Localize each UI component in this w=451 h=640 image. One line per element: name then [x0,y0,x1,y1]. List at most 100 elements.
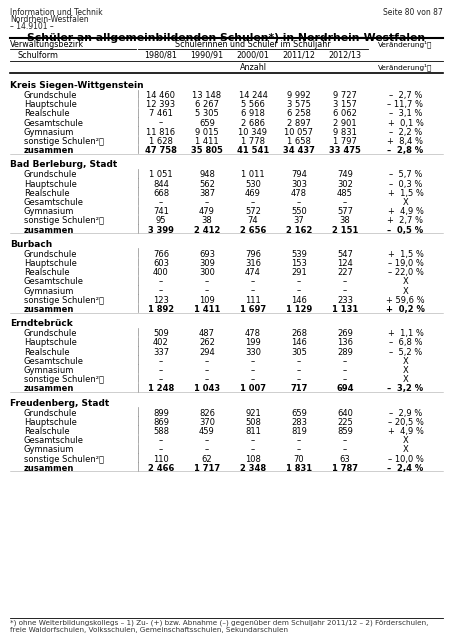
Text: zusammen: zusammen [24,305,74,314]
Text: 136: 136 [336,339,352,348]
Text: zusammen: zusammen [24,146,74,156]
Text: –: – [158,287,163,296]
Text: 7 461: 7 461 [149,109,173,118]
Text: Gesamtschule: Gesamtschule [24,118,84,127]
Text: 35 805: 35 805 [191,146,222,156]
Text: sonstige Schulen²⧣: sonstige Schulen²⧣ [24,216,104,225]
Text: 717: 717 [290,385,307,394]
Text: 3 399: 3 399 [148,226,174,235]
Text: 225: 225 [336,418,352,427]
Text: –: – [204,375,209,384]
Text: Hauptschule: Hauptschule [24,418,77,427]
Text: 1 697: 1 697 [239,305,266,314]
Text: 5 566: 5 566 [240,100,264,109]
Text: –: – [204,356,209,366]
Text: –: – [296,277,300,287]
Text: 487: 487 [198,329,215,338]
Text: –: – [250,277,254,287]
Text: –: – [250,198,254,207]
Text: 6 258: 6 258 [286,109,310,118]
Text: 659: 659 [198,118,215,127]
Text: Realschule: Realschule [24,189,69,198]
Text: 547: 547 [336,250,352,259]
Text: Nordrhein-Westfalen: Nordrhein-Westfalen [10,15,88,24]
Text: 1 043: 1 043 [193,385,220,394]
Text: 1 411: 1 411 [193,305,220,314]
Text: 2000/01: 2000/01 [236,51,269,60]
Text: 41 541: 41 541 [236,146,268,156]
Text: –: – [250,356,254,366]
Text: 95: 95 [156,216,166,225]
Text: 6 918: 6 918 [240,109,264,118]
Text: 6 267: 6 267 [194,100,219,109]
Text: 268: 268 [290,329,306,338]
Text: 1 787: 1 787 [331,464,357,473]
Text: 668: 668 [152,189,169,198]
Text: Erndtebrück: Erndtebrück [10,319,73,328]
Text: 74: 74 [247,216,258,225]
Text: 37: 37 [293,216,304,225]
Text: Verwaltungsbezirk: Verwaltungsbezirk [10,40,84,49]
Text: 9 015: 9 015 [195,128,218,137]
Text: –: – [296,445,300,454]
Text: –: – [204,366,209,375]
Text: 741: 741 [153,207,169,216]
Text: –: – [296,436,300,445]
Text: –  2,4 %: – 2,4 % [387,464,423,473]
Text: +  4,9 %: + 4,9 % [387,427,423,436]
Text: –: – [158,277,163,287]
Text: –  2,7 %: – 2,7 % [388,91,421,100]
Text: –: – [296,198,300,207]
Text: 2 162: 2 162 [285,226,312,235]
Text: –: – [296,356,300,366]
Text: 1 411: 1 411 [195,137,218,146]
Text: –  6,8 %: – 6,8 % [388,339,421,348]
Text: –: – [158,118,163,127]
Text: Realschule: Realschule [24,268,69,277]
Text: Grundschule: Grundschule [24,91,77,100]
Text: sonstige Schulen²⧣: sonstige Schulen²⧣ [24,454,104,463]
Text: Veränderung¹⧣: Veränderung¹⧣ [377,63,432,70]
Text: –: – [204,445,209,454]
Text: +  2,7 %: + 2,7 % [387,216,423,225]
Text: 844: 844 [153,180,169,189]
Text: *) ohne Weiterbildungskollegs – 1) Zu- (+) bzw. Abnahme (–) gegenüber dem Schulj: *) ohne Weiterbildungskollegs – 1) Zu- (… [10,620,428,627]
Text: Gymnasium: Gymnasium [24,445,74,454]
Text: –  5,2 %: – 5,2 % [388,348,421,356]
Text: –: – [204,436,209,445]
Text: X: X [402,366,407,375]
Text: +  8,4 %: + 8,4 % [387,137,423,146]
Text: 38: 38 [201,216,212,225]
Text: 110: 110 [153,454,169,463]
Text: – 19,0 %: – 19,0 % [387,259,423,268]
Text: Schüler an allgemeinbildenden Schulen*) in Nordrhein-Westfalen: Schüler an allgemeinbildenden Schulen*) … [28,33,425,43]
Text: +  4,9 %: + 4,9 % [387,207,423,216]
Text: –: – [342,287,346,296]
Text: 562: 562 [198,180,215,189]
Text: 2012/13: 2012/13 [328,51,361,60]
Text: –: – [296,366,300,375]
Text: 123: 123 [153,296,169,305]
Text: 9 831: 9 831 [332,128,356,137]
Text: –  2,9 %: – 2,9 % [388,408,421,417]
Text: 146: 146 [290,339,306,348]
Text: zusammen: zusammen [24,464,74,473]
Text: 5 305: 5 305 [195,109,218,118]
Text: 2 412: 2 412 [193,226,220,235]
Text: 330: 330 [244,348,260,356]
Text: 47 758: 47 758 [145,146,176,156]
Text: 749: 749 [336,170,352,179]
Text: –  5,7 %: – 5,7 % [388,170,421,179]
Text: 14 460: 14 460 [146,91,175,100]
Text: 2 466: 2 466 [147,464,174,473]
Text: 262: 262 [198,339,215,348]
Text: 2 151: 2 151 [331,226,357,235]
Text: –: – [158,366,163,375]
Text: 1 248: 1 248 [147,385,174,394]
Text: 3 575: 3 575 [286,100,310,109]
Text: 1 778: 1 778 [240,137,264,146]
Text: 6 062: 6 062 [332,109,356,118]
Text: –: – [158,375,163,384]
Text: Kreis Siegen-Wittgenstein: Kreis Siegen-Wittgenstein [10,81,143,90]
Text: 109: 109 [199,296,214,305]
